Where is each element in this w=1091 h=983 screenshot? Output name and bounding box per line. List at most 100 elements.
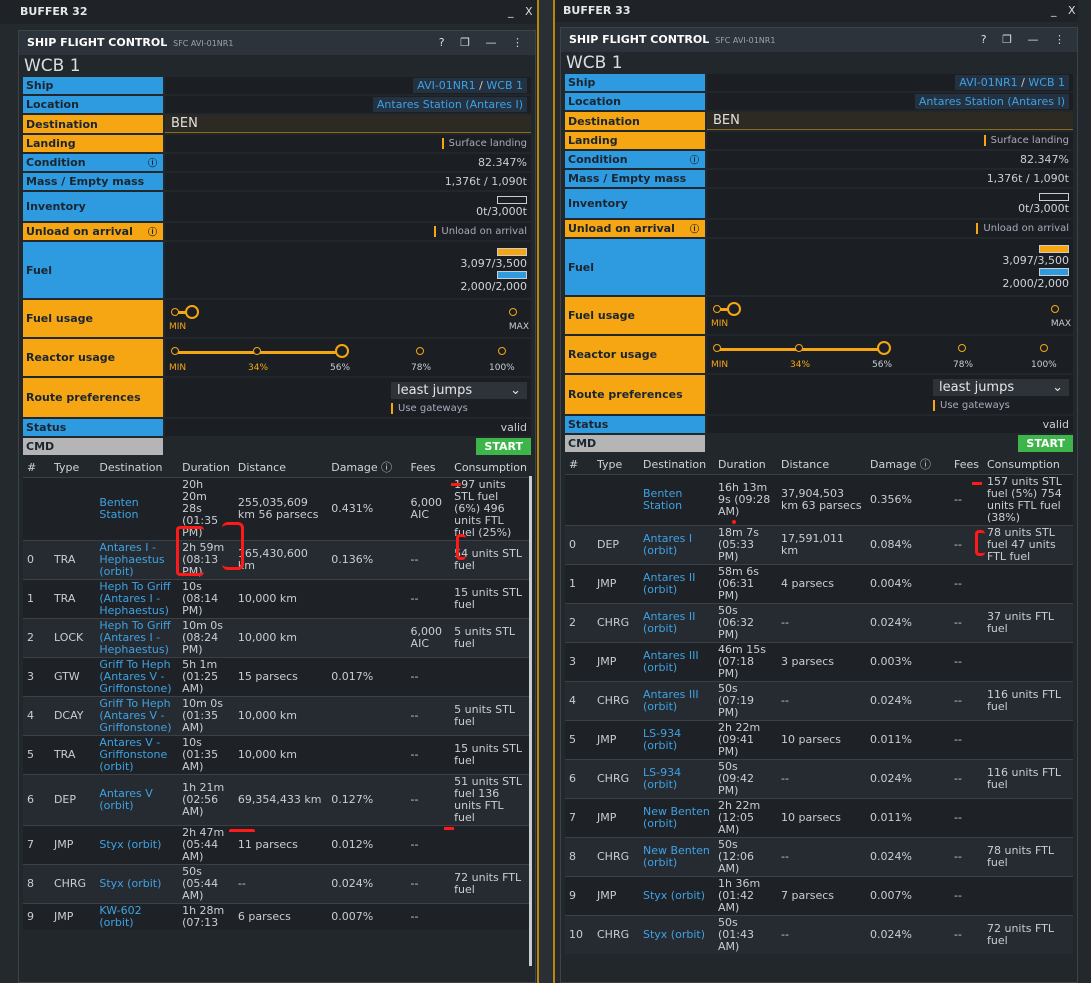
row-dmg: 0.012% — [327, 825, 407, 865]
ship-link-a[interactable]: AVI-01NR1 — [417, 79, 476, 92]
route-select[interactable]: least jumps ⌄ — [933, 378, 1069, 396]
ship-link-b[interactable]: WCB 1 — [486, 79, 523, 92]
row-destination-link[interactable]: New Benten (orbit) — [639, 837, 714, 877]
table-row: 6 DEP Antares V (orbit) 1h 21m (02:56 AM) 69… — [23, 774, 531, 826]
row-destination-link[interactable]: Benten Station — [95, 477, 179, 541]
ship-link-b[interactable]: WCB 1 — [1028, 76, 1065, 89]
row-destination-link[interactable]: Heph To Griff (Antares I - Hephaestus) — [95, 579, 179, 619]
buffer-title-bar[interactable]: BUFFER 32 _ X — [0, 0, 537, 24]
use-gateways-toggle[interactable]: Use gateways — [933, 399, 1069, 411]
location-link[interactable]: Antares Station (Antares I) — [372, 97, 527, 112]
row-destination-link[interactable]: New Benten (orbit) — [639, 798, 714, 838]
table-row: 5 JMP LS-934 (orbit) 2h 22m (09:41 PM) 10 pa… — [565, 720, 1073, 760]
table-row: 0 DEP Antares I (orbit) 18m 7s (05:33 PM) 17… — [565, 525, 1073, 565]
condition-label: Condition ⓘ — [565, 151, 705, 168]
background-divider — [537, 0, 555, 983]
row-type: JMP — [593, 642, 639, 682]
tile-subtitle: SFC AVI-01NR1 — [173, 39, 234, 48]
inventory-bar — [497, 195, 527, 204]
row-destination-link[interactable]: Antares I - Hephaestus (orbit) — [95, 540, 179, 580]
row-dist: 7 parsecs — [777, 876, 866, 916]
row-type: JMP — [593, 564, 639, 604]
minimize-button[interactable]: _ — [508, 5, 514, 18]
route-select[interactable]: least jumps ⌄ — [391, 381, 527, 399]
row-destination-link[interactable]: Benten Station — [639, 474, 714, 526]
row-dmg: 0.127% — [327, 774, 407, 826]
unload-label: Unload on arrival ⓘ — [23, 223, 163, 240]
info-icon[interactable]: ⓘ — [689, 225, 699, 235]
location-link[interactable]: Antares Station (Antares I) — [914, 94, 1069, 109]
row-dmg: 0.011% — [866, 720, 950, 760]
row-destination-link[interactable]: Heph To Griff (Antares I - Hephaestus) — [95, 618, 179, 658]
row-dmg: 0.007% — [866, 876, 950, 916]
tile-controls-icons[interactable]: ❐ — ⋮ — [1002, 33, 1071, 46]
destination-row: Destination BEN — [23, 115, 531, 133]
ship-link-a[interactable]: AVI-01NR1 — [959, 76, 1018, 89]
table-row: 1 JMP Antares II (orbit) 58m 6s (06:31 PM) 4… — [565, 564, 1073, 604]
row-dur: 50s (01:43 AM) — [714, 915, 777, 954]
close-button[interactable]: X — [1068, 4, 1076, 17]
start-button[interactable]: START — [476, 438, 531, 455]
row-destination-link[interactable]: Griff To Heph (Antares V - Griffonstone) — [95, 696, 179, 736]
sfc-tile: SHIP FLIGHT CONTROL SFC AVI-01NR1 ? ❐ — … — [18, 30, 536, 983]
row-destination-link[interactable]: Antares II (orbit) — [639, 603, 714, 643]
reactor-usage-label: Reactor usage — [23, 339, 163, 376]
row-destination-link[interactable]: Styx (orbit) — [639, 915, 714, 954]
row-destination-link[interactable]: LS-934 (orbit) — [639, 720, 714, 760]
row-destination-link[interactable]: Griff To Heph (Antares V - Griffonstone) — [95, 657, 179, 697]
use-gateways-toggle[interactable]: Use gateways — [391, 402, 527, 414]
status-label: Status — [23, 419, 163, 436]
reactor-usage-slider[interactable]: MIN 34% 56% 78% 100% — [165, 339, 531, 376]
tile-controls-icons[interactable]: ❐ — ⋮ — [460, 36, 529, 49]
row-destination-link[interactable]: LS-934 (orbit) — [639, 759, 714, 799]
row-destination-link[interactable]: Styx (orbit) — [95, 825, 179, 865]
surface-landing-toggle[interactable]: Surface landing — [983, 135, 1069, 146]
row-dur: 58m 6s (06:31 PM) — [714, 564, 777, 604]
start-button[interactable]: START — [1018, 435, 1073, 452]
help-icon[interactable]: ? — [438, 36, 451, 49]
destination-label: Destination — [23, 115, 163, 133]
table-header: # Type Destination Duration Distance Damage ⓘ… — [27, 460, 527, 475]
help-icon[interactable]: ? — [980, 33, 993, 46]
inventory-value: 0t/3,000t — [1018, 201, 1069, 215]
row-destination-link[interactable]: Antares III (orbit) — [639, 642, 714, 682]
scrollbar[interactable] — [529, 476, 532, 966]
surface-landing-toggle[interactable]: Surface landing — [441, 138, 527, 149]
info-icon[interactable]: ⓘ — [147, 159, 157, 169]
fuel-usage-slider[interactable]: MIN MAX — [707, 297, 1073, 334]
unload-toggle[interactable]: Unload on arrival — [976, 223, 1069, 234]
row-destination-link[interactable]: Antares III (orbit) — [639, 681, 714, 721]
info-icon[interactable]: ⓘ — [689, 156, 699, 166]
row-destination-link[interactable]: Antares II (orbit) — [639, 564, 714, 604]
row-destination-link[interactable]: KW-602 (orbit) — [95, 903, 179, 930]
close-button[interactable]: X — [525, 5, 533, 18]
row-destination-link[interactable]: Antares I (orbit) — [639, 525, 714, 565]
minimize-button[interactable]: _ — [1051, 4, 1057, 17]
destination-input[interactable]: BEN — [707, 112, 1073, 130]
info-icon[interactable]: ⓘ — [147, 228, 157, 238]
fuel-usage-min: MIN — [711, 319, 729, 329]
annotation-mark — [451, 483, 461, 486]
row-destination-link[interactable]: Antares V (orbit) — [95, 774, 179, 826]
row-destination-link[interactable]: Styx (orbit) — [639, 876, 714, 916]
row-dmg: 0.011% — [866, 798, 950, 838]
destination-input[interactable]: BEN — [165, 115, 531, 133]
row-dmg: 0.007% — [327, 903, 407, 930]
buffer-title-bar[interactable]: BUFFER 33 _ X — [555, 0, 1078, 22]
inventory-row: Inventory 0t/3,000t — [23, 192, 531, 221]
row-n — [565, 474, 593, 526]
row-dmg: 0.024% — [866, 681, 950, 721]
row-destination-link[interactable]: Antares V - Griffonstone (orbit) — [95, 735, 179, 775]
condition-value: 82.347% — [707, 151, 1073, 168]
row-destination-link[interactable]: Styx (orbit) — [95, 864, 179, 904]
reactor-usage-slider[interactable]: MIN 34% 56% 78% 100% — [707, 336, 1073, 373]
row-dmg: 0.024% — [866, 915, 950, 954]
row-cons: 116 units FTL fuel — [983, 759, 1073, 799]
fuel-usage-slider[interactable]: MIN MAX — [165, 300, 531, 337]
row-type: CHRG — [593, 759, 639, 799]
landing-row: Landing Surface landing — [23, 135, 531, 152]
tile-header: SHIP FLIGHT CONTROL SFC AVI-01NR1 ? ❐ — … — [19, 31, 535, 55]
unload-toggle[interactable]: Unload on arrival — [434, 226, 527, 237]
table-row: 7 JMP New Benten (orbit) 2h 22m (12:05 AM) 1… — [565, 798, 1073, 838]
row-type: JMP — [593, 876, 639, 916]
